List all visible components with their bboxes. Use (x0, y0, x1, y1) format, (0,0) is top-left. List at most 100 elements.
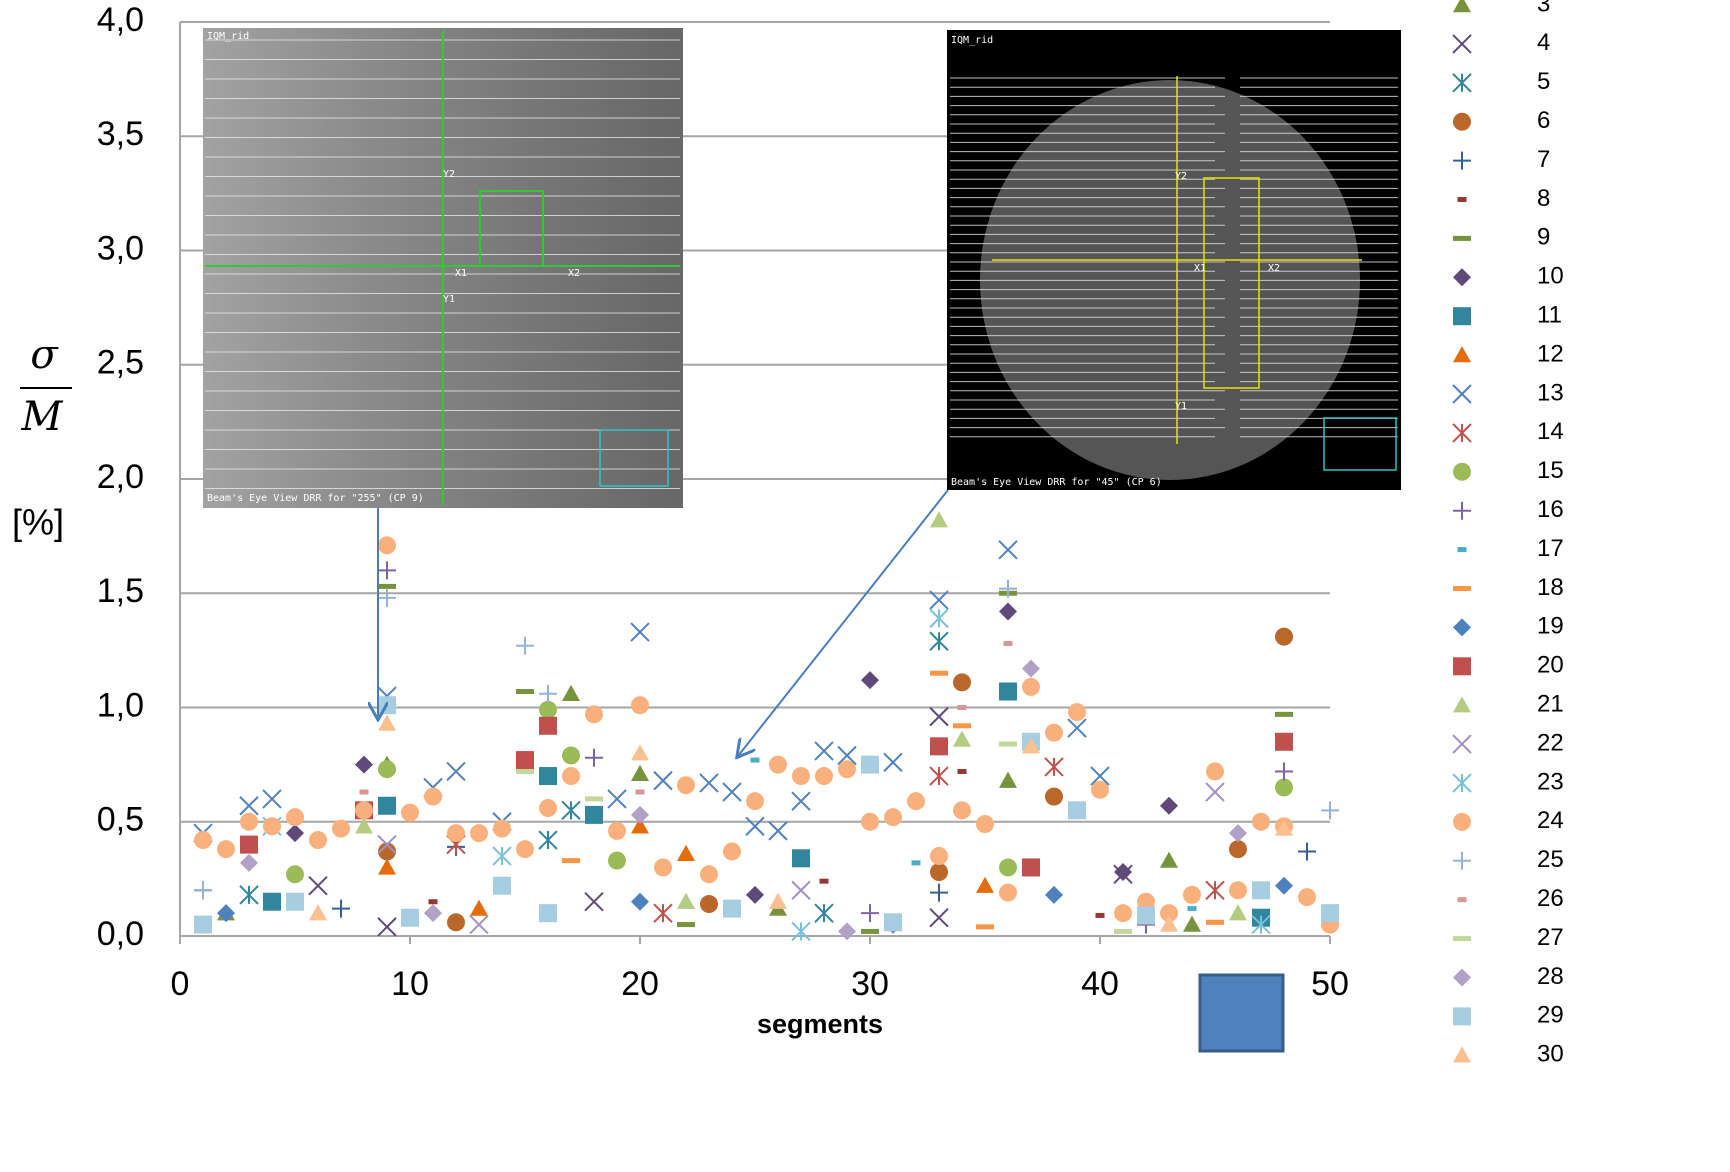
point (447, 913, 465, 932)
point (309, 831, 327, 850)
point (999, 741, 1017, 747)
point (631, 764, 649, 781)
point (1091, 780, 1109, 799)
legend-label: 6 (1537, 107, 1550, 134)
point (838, 760, 856, 779)
point (768, 821, 788, 841)
shape (1198, 973, 1285, 1053)
point (976, 924, 994, 930)
point (1229, 824, 1247, 843)
legend-marker (1453, 812, 1471, 831)
point (1298, 888, 1316, 907)
point (1114, 904, 1132, 923)
legend-marker (1453, 586, 1471, 591)
point (240, 812, 258, 831)
point (1275, 732, 1293, 751)
legend-marker (1453, 462, 1471, 481)
point (446, 761, 466, 782)
point (699, 773, 719, 793)
y-tick-label: 0,5 (97, 801, 144, 839)
y-tick-label: 4,0 (97, 1, 144, 39)
point (861, 928, 879, 934)
legend-label: 23 (1537, 768, 1564, 795)
legend: 3 4 5 6 7 8 9 10 11 12 13 14 15 16 17 18 19 20 21 22 23 24 25 2… (1452, 0, 1564, 1068)
legend-label: 18 (1537, 574, 1564, 601)
point (194, 915, 212, 934)
point (1321, 904, 1339, 923)
point (516, 689, 534, 695)
point (930, 883, 948, 902)
point (1022, 659, 1040, 678)
point (378, 714, 396, 731)
point (1205, 782, 1225, 802)
point (1160, 904, 1178, 923)
point (608, 851, 626, 870)
inset-image-right: IQM_rid Beam's Eye View DRR for "45" (CP… (947, 30, 1401, 490)
point (1045, 723, 1063, 742)
point (539, 716, 557, 735)
point (562, 858, 580, 864)
legend-marker (1452, 773, 1472, 793)
legend-label: 24 (1537, 807, 1564, 834)
point (1183, 885, 1201, 904)
point (469, 914, 489, 935)
point (1067, 718, 1087, 738)
legend-marker (1452, 34, 1472, 54)
point (355, 801, 373, 820)
x-tick-label: 30 (851, 965, 889, 1003)
legend-marker (1453, 501, 1471, 520)
y-tick-label: 1,5 (97, 572, 144, 610)
legend-label: 8 (1537, 185, 1550, 212)
point (929, 608, 949, 629)
point (1160, 851, 1178, 868)
legend-marker (1453, 1007, 1471, 1026)
point (308, 876, 328, 896)
y-label-denominator: M (21, 394, 64, 440)
point (929, 631, 949, 651)
point (401, 908, 419, 927)
inset-label: X2 (1268, 263, 1280, 274)
point (814, 903, 834, 923)
point (608, 821, 626, 840)
point (539, 767, 557, 786)
point (631, 892, 649, 911)
legend-label: 10 (1537, 263, 1564, 290)
point (1251, 914, 1271, 935)
x-axis-label: segments (757, 1009, 883, 1039)
field (1203, 177, 1260, 389)
point (539, 700, 557, 719)
point (377, 917, 397, 937)
point (1275, 876, 1293, 895)
point (1045, 885, 1063, 904)
legend-label: 20 (1537, 652, 1564, 679)
point (819, 878, 829, 884)
point (539, 904, 557, 923)
point (723, 899, 741, 918)
point (1068, 703, 1086, 722)
inset-caption: Beam's Eye View DRR for "45" (CP 6) (951, 477, 1162, 488)
point (976, 876, 994, 893)
point (562, 767, 580, 786)
point (239, 796, 259, 816)
point (746, 792, 764, 811)
legend-marker (1453, 346, 1471, 363)
legend-marker (1453, 0, 1471, 13)
arrow (738, 489, 949, 756)
point (355, 755, 373, 774)
point (240, 853, 258, 872)
legend-marker (1452, 423, 1472, 443)
orientation-box (599, 429, 669, 487)
legend-label: 27 (1537, 924, 1564, 951)
legend-label: 17 (1537, 535, 1564, 562)
point (999, 858, 1017, 877)
point (607, 789, 627, 809)
point (378, 561, 396, 580)
legend-marker (1453, 851, 1471, 870)
point (355, 817, 373, 834)
point (516, 768, 534, 774)
point (378, 858, 396, 875)
legend-marker (1452, 734, 1472, 754)
point (538, 830, 558, 850)
